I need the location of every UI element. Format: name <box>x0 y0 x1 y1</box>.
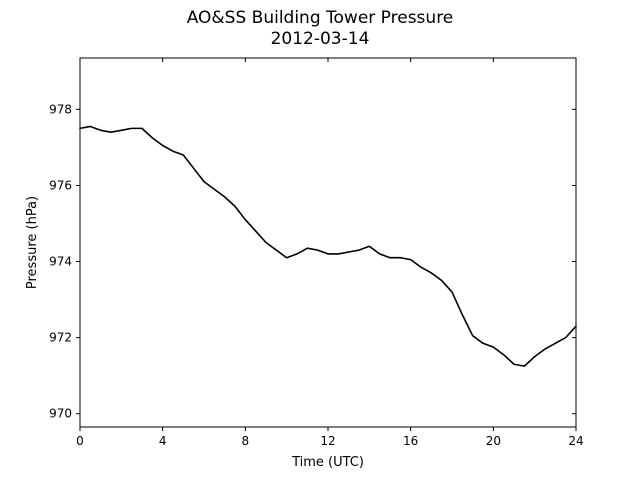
x-tick-label: 8 <box>242 434 250 448</box>
x-tick-label: 0 <box>76 434 84 448</box>
y-tick-label: 970 <box>49 407 72 421</box>
y-tick-label: 974 <box>49 255 72 269</box>
plot-frame <box>79 57 577 428</box>
x-tick-label: 12 <box>320 434 335 448</box>
ticks-layer: 0 4 8 12 16 20 24 970 972 974 976 978 <box>49 58 584 448</box>
x-tick-label: 16 <box>403 434 418 448</box>
x-tick-label: 4 <box>159 434 167 448</box>
plot-layer <box>79 125 577 367</box>
x-axis-label: Time (UTC) <box>291 455 364 470</box>
y-axis-label: Pressure (hPa) <box>25 196 40 289</box>
y-tick-label: 978 <box>49 102 72 116</box>
y-tick-label: 972 <box>49 331 72 345</box>
x-tick-label: 24 <box>568 434 583 448</box>
chart-title: AO&SS Building Tower Pressure <box>186 8 454 28</box>
y-tick-label: 976 <box>49 178 72 192</box>
pressure-series-line <box>79 125 577 367</box>
x-tick-label: 20 <box>486 434 501 448</box>
chart-subtitle: 2012-03-14 <box>270 29 370 49</box>
